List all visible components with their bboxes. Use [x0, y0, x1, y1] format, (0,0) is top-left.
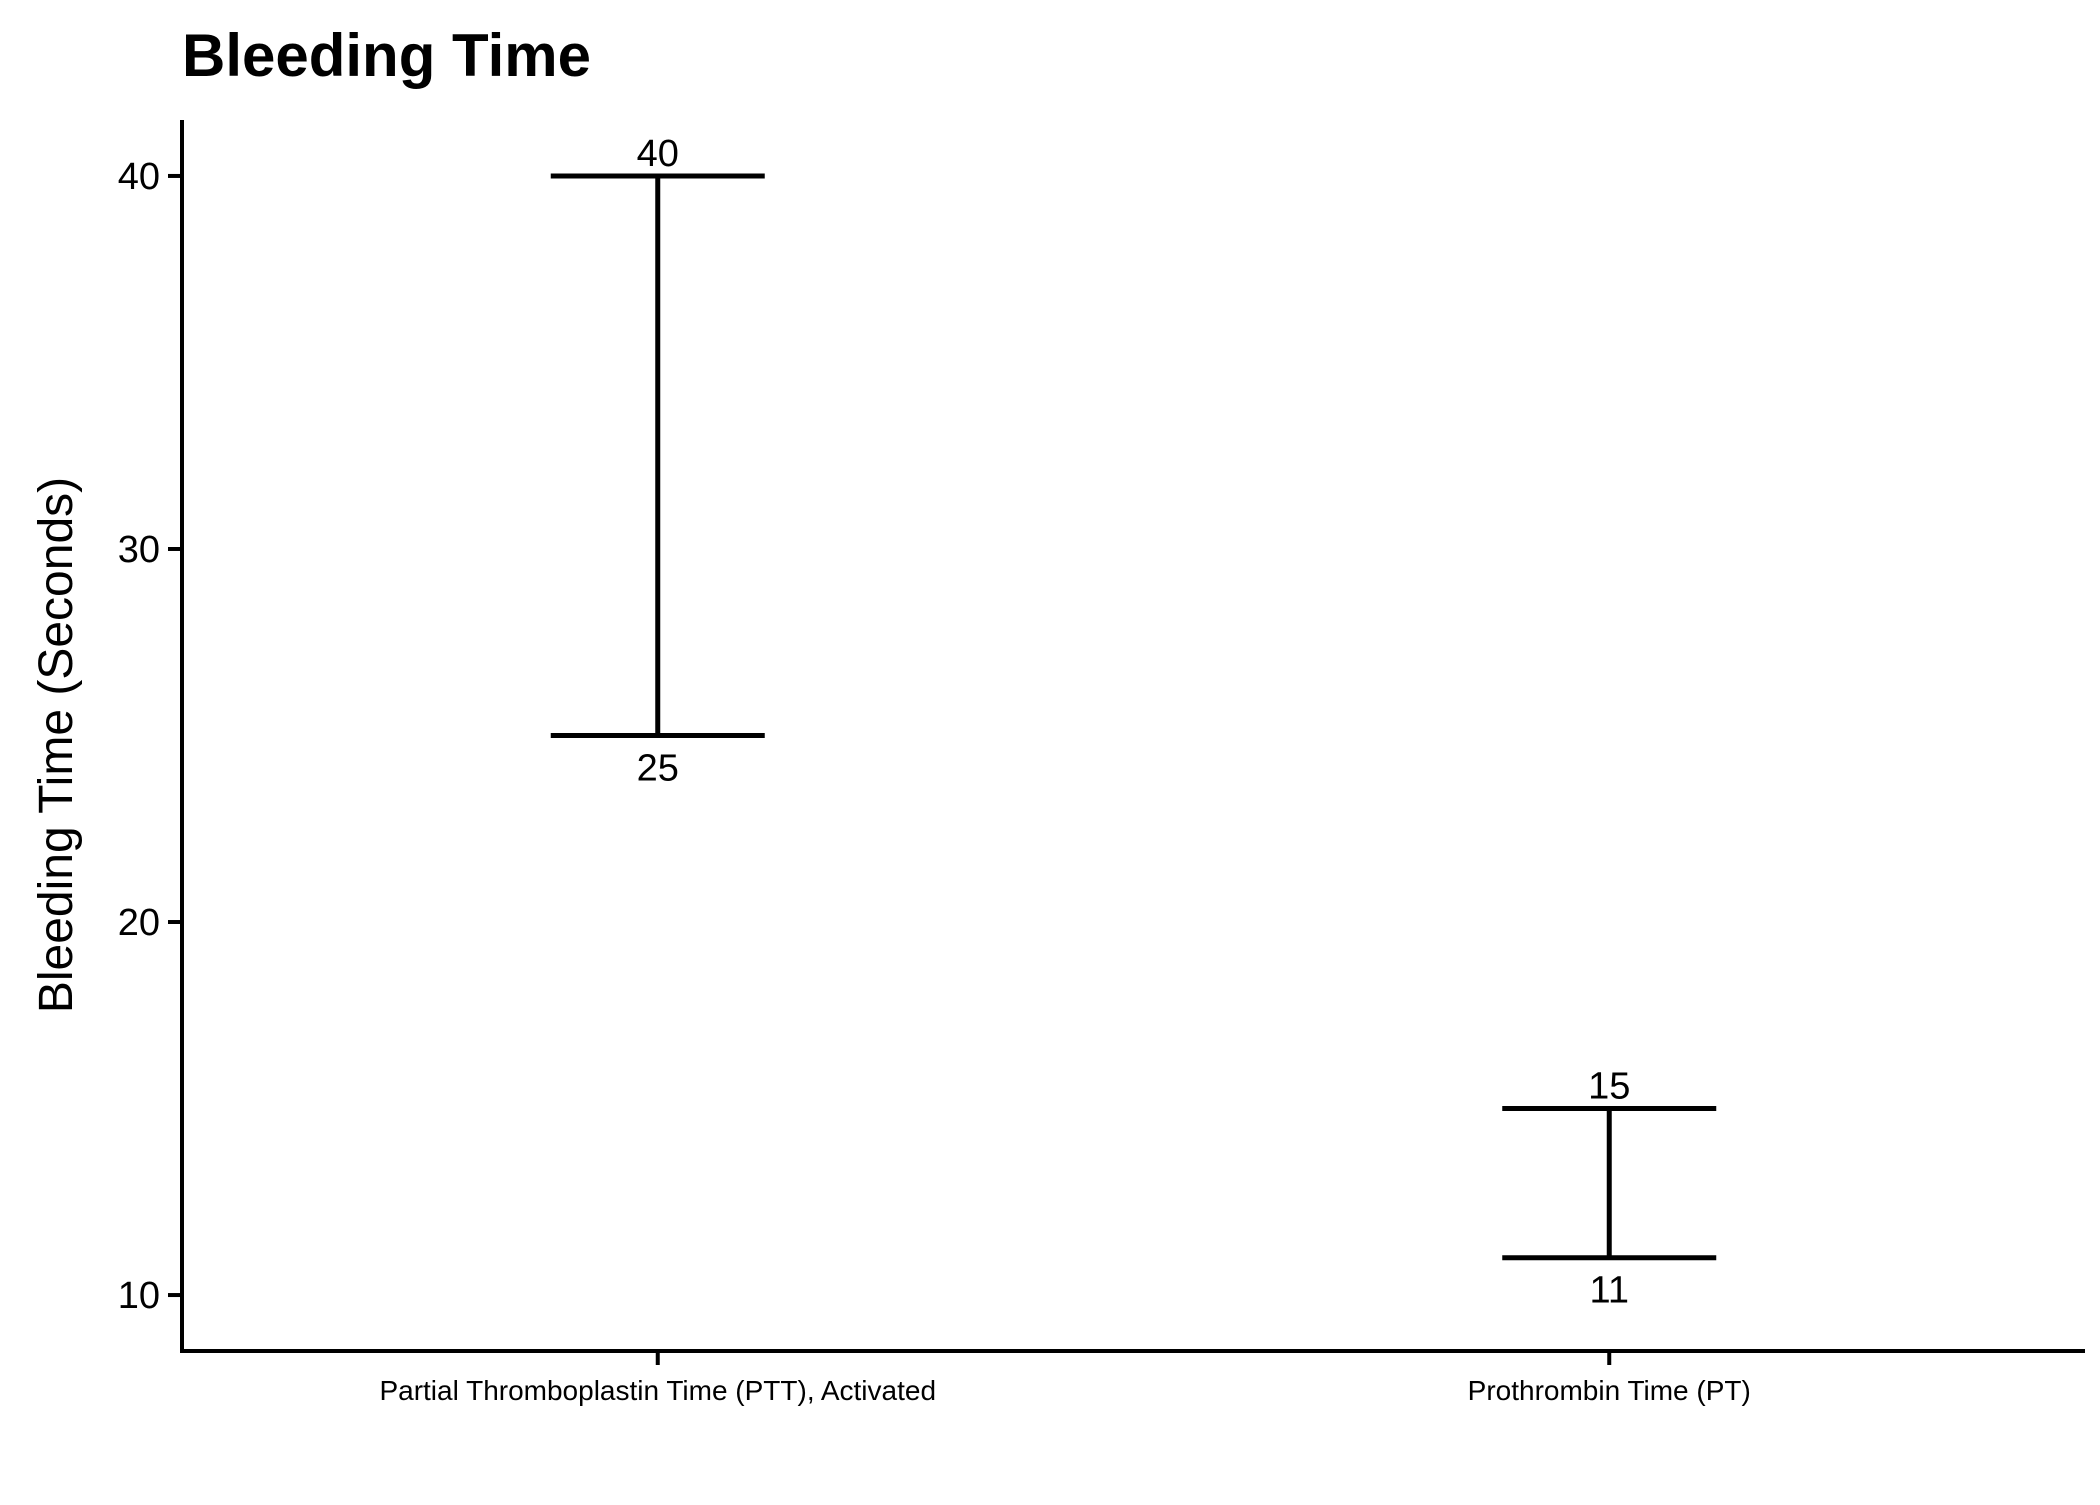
data-label-low-2: 11: [1590, 1270, 1629, 1312]
y-tick-label-10: 10: [118, 1275, 160, 1317]
chart-title: Bleeding Time: [182, 22, 591, 89]
y-axis-title: Bleeding Time (Seconds): [30, 477, 83, 1013]
plot-area: 10 20 30 40 Partial Thromboplastin Time (PTT…: [118, 120, 2085, 1406]
data-label-high-1: 40: [637, 133, 679, 175]
x-tick-label-1: Partial Thromboplastin Time (PTT), Activ…: [379, 1375, 936, 1406]
y-tick-label-20: 20: [118, 902, 160, 944]
data-label-low-1: 25: [637, 748, 679, 790]
y-tick-label-40: 40: [118, 156, 160, 198]
x-tick-label-2: Prothrombin Time (PT): [1468, 1375, 1751, 1406]
y-tick-label-30: 30: [118, 529, 160, 571]
data-label-high-2: 15: [1588, 1066, 1630, 1108]
